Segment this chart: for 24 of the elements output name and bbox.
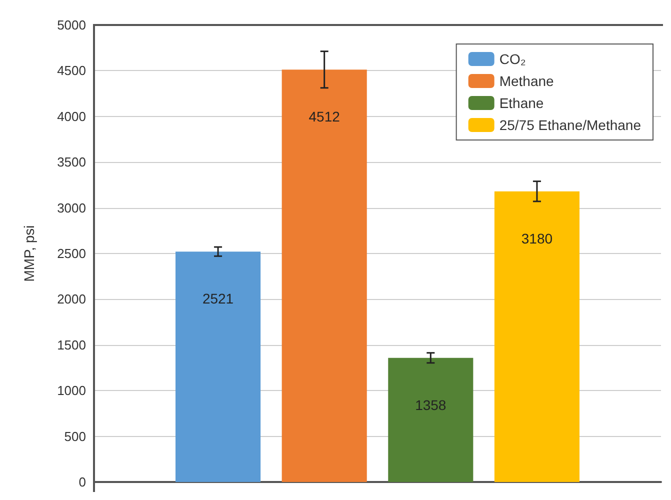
legend-label: Methane [499,73,554,89]
y-tick-label: 3000 [57,200,86,216]
y-tick-label: 1000 [57,383,86,398]
data-label: 4512 [308,108,340,125]
data-label: 2521 [202,290,234,307]
y-tick-label: 4000 [57,108,86,124]
bar [282,70,367,482]
legend-label: CO₂ [499,51,526,67]
legend-label: 25/75 Ethane/Methane [499,117,642,133]
bar [494,191,580,482]
y-tick-label: 1500 [57,337,86,352]
y-tick-label: 500 [64,428,86,444]
legend-label: Ethane [499,95,544,111]
y-tick-label: 3500 [57,154,86,170]
bar [388,358,474,482]
y-tick-label: 2500 [57,246,86,261]
y-tick-label: 2000 [57,292,86,307]
y-tick-label: 5000 [57,18,86,32]
y-axis-title: MMP, psi [21,225,37,282]
y-tick-label: 0 [78,474,86,490]
bar [176,252,261,482]
data-label: 1358 [415,396,446,413]
data-label: 3180 [521,230,553,246]
y-tick-label: 4500 [57,63,86,78]
